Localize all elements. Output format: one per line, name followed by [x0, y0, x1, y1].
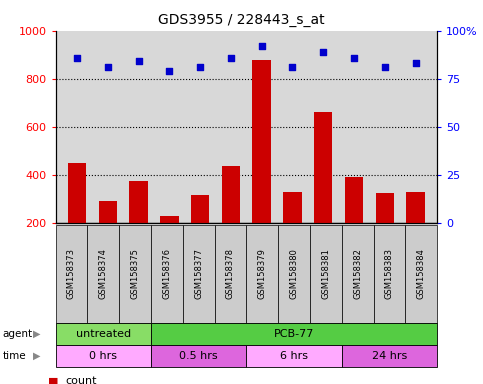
Point: [319, 49, 327, 55]
Bar: [345, 177, 363, 271]
Text: GSM158380: GSM158380: [289, 248, 298, 299]
Text: PCB-77: PCB-77: [274, 329, 314, 339]
Text: ▶: ▶: [33, 351, 41, 361]
Point: [381, 64, 389, 70]
Bar: [99, 201, 117, 271]
Point: [196, 64, 204, 70]
Text: GSM158378: GSM158378: [226, 248, 235, 299]
Point: [227, 55, 235, 61]
Text: count: count: [65, 376, 97, 384]
Point: [350, 55, 358, 61]
Text: ▶: ▶: [33, 329, 41, 339]
Text: GSM158373: GSM158373: [67, 248, 76, 299]
Bar: [191, 195, 210, 271]
Text: GSM158384: GSM158384: [417, 248, 426, 299]
Text: GSM158382: GSM158382: [353, 248, 362, 299]
Bar: [314, 113, 332, 271]
Text: untreated: untreated: [76, 329, 131, 339]
Text: 0 hrs: 0 hrs: [89, 351, 117, 361]
Text: GSM158383: GSM158383: [385, 248, 394, 299]
Point: [104, 64, 112, 70]
Text: GSM158381: GSM158381: [321, 248, 330, 299]
Point: [135, 58, 142, 65]
Bar: [68, 163, 86, 271]
Text: ■: ■: [48, 376, 59, 384]
Point: [289, 64, 297, 70]
Text: 0.5 hrs: 0.5 hrs: [179, 351, 218, 361]
Text: GSM158375: GSM158375: [130, 248, 140, 299]
Text: 6 hrs: 6 hrs: [280, 351, 308, 361]
Text: time: time: [2, 351, 26, 361]
Point: [258, 43, 266, 49]
Bar: [283, 192, 302, 271]
Point: [412, 60, 419, 66]
Text: GSM158377: GSM158377: [194, 248, 203, 299]
Text: agent: agent: [2, 329, 32, 339]
Text: GSM158379: GSM158379: [258, 248, 267, 299]
Bar: [406, 192, 425, 271]
Bar: [222, 166, 240, 271]
Text: GDS3955 / 228443_s_at: GDS3955 / 228443_s_at: [158, 13, 325, 27]
Text: 24 hrs: 24 hrs: [372, 351, 407, 361]
Point: [166, 68, 173, 74]
Bar: [253, 60, 271, 271]
Bar: [376, 193, 394, 271]
Bar: [160, 216, 179, 271]
Bar: [129, 181, 148, 271]
Text: GSM158376: GSM158376: [162, 248, 171, 299]
Point: [73, 55, 81, 61]
Text: GSM158374: GSM158374: [99, 248, 108, 299]
